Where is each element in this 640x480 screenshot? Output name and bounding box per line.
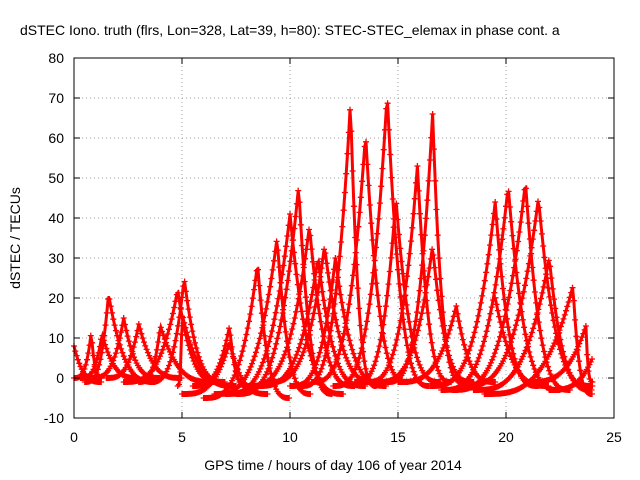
- plot-frame: [73, 57, 615, 419]
- x-tick-label: 10: [282, 429, 298, 445]
- data-series: [71, 100, 596, 401]
- y-tick-label: 80: [48, 50, 64, 66]
- arc-series: [546, 356, 595, 393]
- arc-markers: [524, 323, 596, 385]
- x-ticks: 0 5 10 15 20 25: [70, 58, 622, 445]
- arc-markers: [546, 356, 595, 393]
- y-axis-title: dSTEC / TECUs: [7, 187, 23, 289]
- x-tick-label: 0: [70, 429, 78, 445]
- arc-series: [481, 284, 595, 397]
- y-tick-label: 20: [48, 290, 64, 306]
- x-tick-label: 15: [390, 429, 406, 445]
- arc-series: [470, 257, 595, 393]
- arc-series: [351, 200, 444, 385]
- arc-series: [120, 289, 224, 385]
- arc-markers: [481, 284, 595, 397]
- y-tick-label: -10: [44, 410, 64, 426]
- y-tick-label: 40: [48, 210, 64, 226]
- x-axis-title: GPS time / hours of day 106 of year 2014: [204, 457, 462, 473]
- y-tick-label: 10: [48, 330, 64, 346]
- chart-title: dSTEC Iono. truth (flrs, Lon=328, Lat=39…: [20, 22, 560, 38]
- y-tick-label: 0: [56, 370, 64, 386]
- arc-markers: [470, 257, 595, 393]
- x-tick-label: 25: [606, 429, 622, 445]
- y-tick-label: 70: [48, 90, 64, 106]
- x-tick-label: 5: [178, 429, 186, 445]
- y-ticks: -10 0 10 20 30 40 50 60 70 80: [44, 50, 614, 426]
- y-tick-label: 60: [48, 130, 64, 146]
- x-tick-label: 20: [498, 429, 514, 445]
- y-tick-label: 50: [48, 170, 64, 186]
- y-tick-label: 30: [48, 250, 64, 266]
- arc-series: [524, 323, 596, 385]
